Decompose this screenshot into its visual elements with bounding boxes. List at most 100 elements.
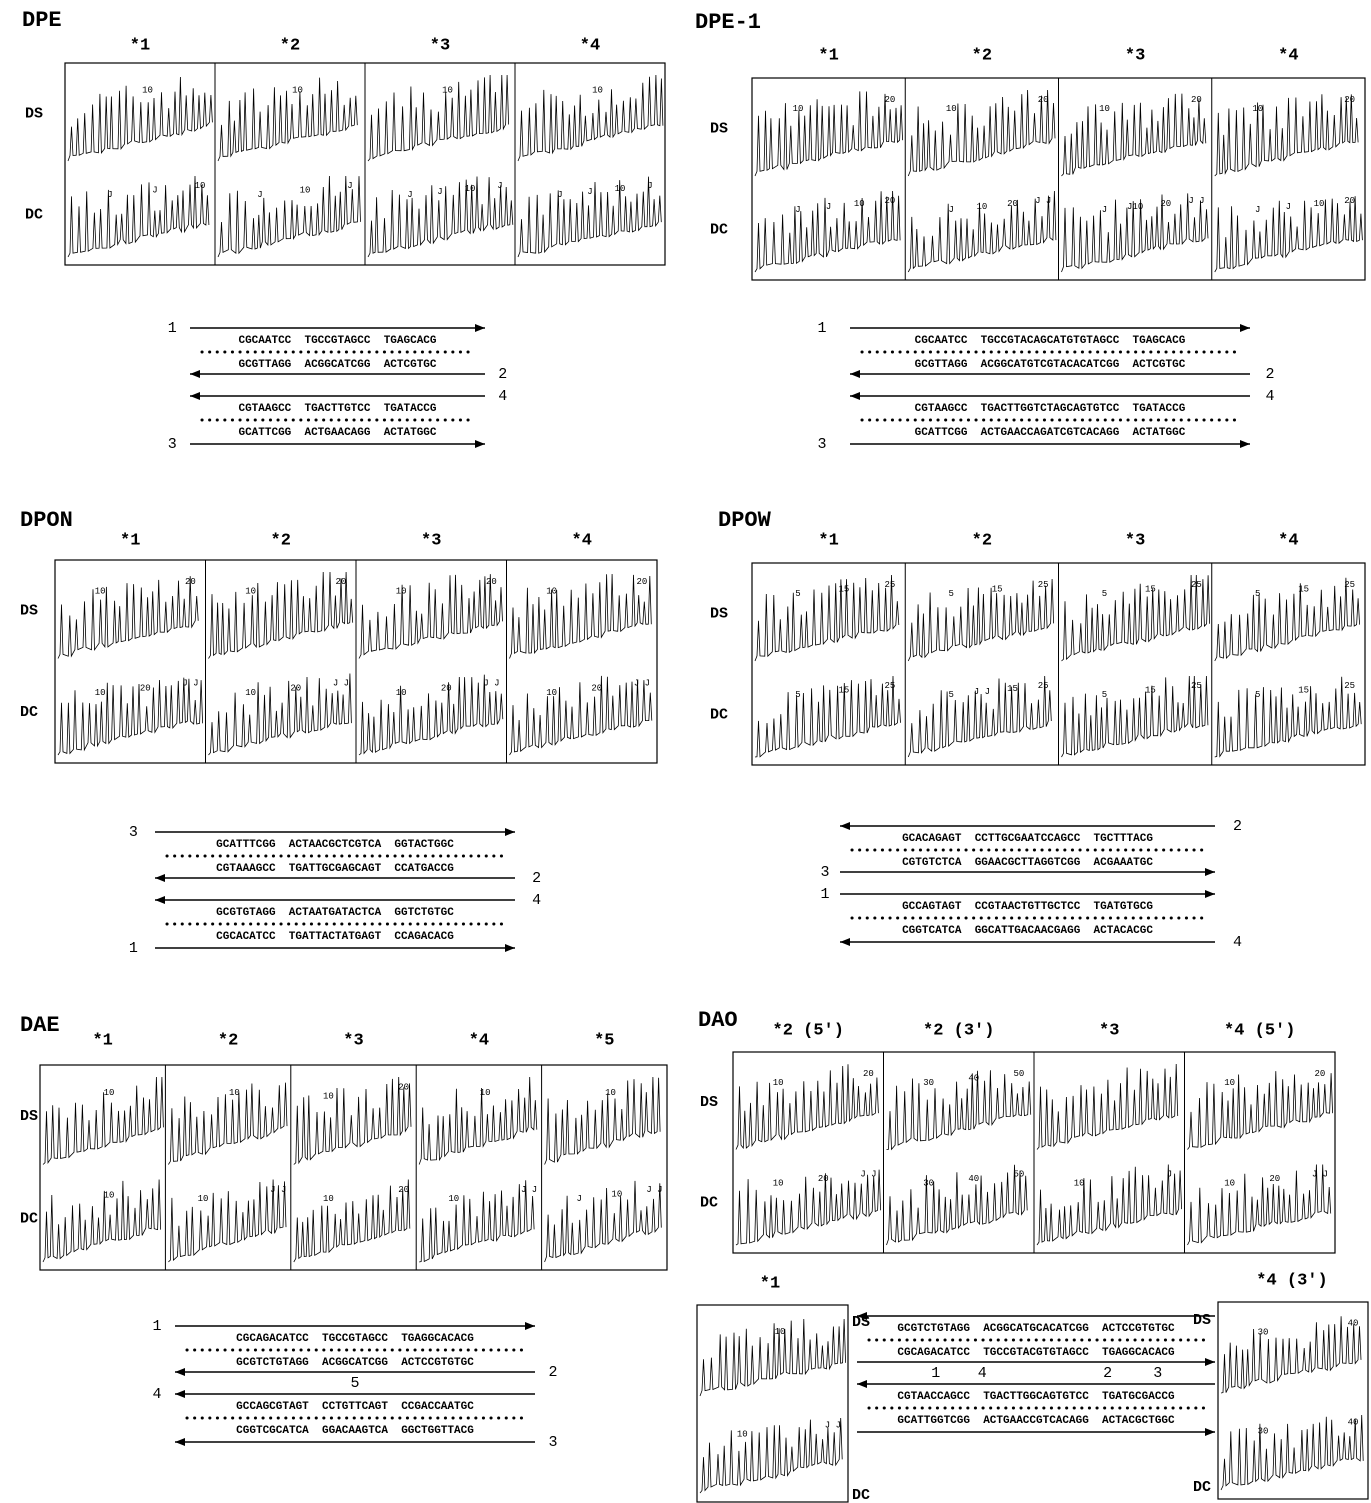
peak-label: 10 [546,586,557,596]
trace [42,1076,164,1165]
peak-label: 40 [968,1174,979,1184]
peak-label: 10 [976,202,987,212]
lane-label: *2 (3') [923,1021,994,1040]
trace [1061,93,1207,177]
strand-number: 2 [1265,366,1274,383]
lane-label: *4 [469,1031,489,1050]
trace [293,1179,411,1263]
peak-label: 20 [1007,199,1018,209]
sequence-line: CGCAATCC TGCCGTAGCC TGAGCACG [238,335,436,347]
peak-label: J [577,1194,582,1204]
sequence-line: GCATTTCGG ACTAACGCTCGTCA GGTACTGGC [216,839,454,851]
peak-label: J J [270,1185,286,1195]
peak-label: J [949,205,954,215]
peak-label: 5 [949,589,954,599]
peak-label: 10 [465,184,476,194]
trace [358,674,504,756]
trace [544,1076,661,1165]
peak-label: 10 [480,1088,491,1098]
strand-number: 4 [978,1365,987,1382]
sequence-line: CGCAGACATCC TGCCGTAGCC TGAGGCACACG [236,1333,474,1345]
trace [57,677,203,756]
peak-label: J J [521,1185,537,1195]
peak-label: 10 [292,85,303,95]
peak-label: 10 [142,85,153,95]
lane-label: *2 [972,531,992,550]
lane-label: *1 [92,1031,112,1050]
peak-label: J J [860,1169,876,1179]
peak-label: 40 [1348,1319,1359,1329]
peak-label: 10 [442,85,453,95]
peak-label: 20 [290,683,301,693]
peak-label: 25 [1191,681,1202,691]
lane-label: *3 [421,531,441,550]
peak-label: J [107,190,112,200]
panel-title: DPE-1 [695,10,761,35]
arrow-head [175,1438,185,1446]
trace [358,574,503,659]
arrow-head [190,392,200,400]
lane-label: *3 [1125,531,1145,550]
arrow-head [475,440,485,448]
lane-label: *1 [130,36,150,55]
sequence-line: GCGTTAGG ACGGCATGTCGTACACATCGG ACTCGTGC [915,359,1186,371]
peak-label: 20 [336,577,347,587]
sequence-line: CGTAAGCC TGACTTGTCC TGATACCG [238,403,436,415]
sequence-line: CGTAAGCC TGACTTGGTCTAGCAGTGTCC TGATACCG [915,403,1186,415]
peak-label: 10 [104,1088,115,1098]
trace [699,1318,846,1397]
peak-label: 10 [615,184,626,194]
trace [699,1417,843,1494]
arrow-head [857,1312,867,1320]
peak-label: 20 [1344,95,1355,105]
lane-label: *1 [818,531,838,550]
peak-label: J J [182,679,198,689]
peak-label: 10 [1224,1078,1235,1088]
trace [418,1076,538,1165]
peak-label: 10 [229,1088,240,1098]
peak-label: 10 [104,1190,115,1200]
row-label: DC [1193,1479,1211,1496]
peak-label: J J [333,679,349,689]
trace [168,1082,288,1165]
trace [57,576,199,659]
trace [217,175,361,258]
panel-title: DAO [698,1008,738,1033]
strand-number: 2 [532,870,541,887]
trace [168,1179,287,1263]
peak-label: 15 [839,585,850,595]
peak-label: 25 [885,580,896,590]
lane-label: *4 (5') [1224,1021,1295,1040]
sequence-line: GCCAGCGTAGT CCTGTTCAGT CCGACCAATGC [236,1401,474,1413]
peak-label: 40 [968,1074,979,1084]
peak-label: 20 [863,1069,874,1079]
arrow-head [1205,890,1215,898]
peak-label: J [587,187,592,197]
peak-label: 20 [1344,196,1355,206]
peak-label: 30 [1258,1427,1269,1437]
strand-number: 3 [1153,1365,1162,1382]
trace [735,1169,881,1246]
arrow-head [505,944,515,952]
trace [67,76,213,162]
peak-label: 5 [1255,589,1260,599]
peak-label: 10 [245,688,256,698]
peak-label: 15 [1007,684,1018,694]
trace [1187,1071,1333,1150]
row-label: DC [25,206,43,223]
peak-label: 15 [1298,585,1309,595]
peak-label: 20 [1269,1174,1280,1184]
peak-label: 10 [1099,104,1110,114]
trace [1061,675,1209,758]
arrow-head [1205,1428,1215,1436]
arrow-head [857,1380,867,1388]
peak-label: 50 [1014,1169,1025,1179]
peak-label: J [497,181,502,191]
peak-label: J J [483,679,499,689]
trace [907,578,1054,662]
peak-label: 25 [1344,580,1355,590]
peak-label: 15 [1145,585,1156,595]
peak-label: 20 [885,95,896,105]
strand-number: 1 [931,1365,940,1382]
sequence-line: GCGTCTGTAGG ACGGCATGCACATCGG ACTCCGTGTGC [897,1323,1175,1335]
